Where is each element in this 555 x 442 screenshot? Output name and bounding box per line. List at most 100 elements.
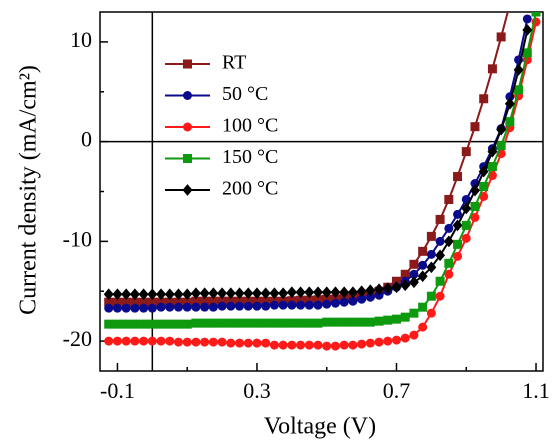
marker <box>130 303 140 313</box>
marker <box>304 318 314 328</box>
marker <box>479 182 489 192</box>
marker <box>453 172 463 182</box>
marker <box>200 296 210 306</box>
marker <box>426 261 437 274</box>
marker <box>409 259 419 269</box>
marker <box>139 297 149 307</box>
marker <box>182 288 193 301</box>
marker <box>139 303 149 313</box>
marker <box>365 292 375 302</box>
marker <box>348 340 358 350</box>
marker <box>147 319 157 329</box>
marker <box>130 319 140 329</box>
marker <box>470 201 480 211</box>
marker <box>252 301 262 311</box>
y-axis-label: Current density (mA/cm²) <box>16 65 42 315</box>
marker <box>235 338 245 348</box>
marker <box>487 64 497 74</box>
marker <box>104 303 114 313</box>
marker <box>496 123 507 136</box>
marker <box>417 270 428 283</box>
marker <box>243 296 253 306</box>
marker <box>112 288 123 301</box>
marker <box>226 338 236 348</box>
marker <box>225 287 236 300</box>
marker <box>452 219 463 232</box>
x-tick-label: 0.7 <box>383 378 411 403</box>
marker <box>165 319 175 329</box>
marker <box>339 297 349 307</box>
marker <box>304 295 314 305</box>
marker <box>260 287 271 300</box>
marker <box>322 294 332 304</box>
marker <box>383 315 393 325</box>
marker <box>348 296 358 306</box>
marker <box>435 249 446 262</box>
x-tick-label: 0.3 <box>243 378 271 403</box>
marker <box>252 318 262 328</box>
marker <box>156 319 166 329</box>
marker <box>190 287 201 300</box>
marker <box>200 337 210 347</box>
marker <box>112 297 122 307</box>
marker <box>208 337 218 347</box>
marker <box>304 300 314 310</box>
series-line <box>108 18 529 310</box>
marker <box>226 318 236 328</box>
marker <box>208 287 219 300</box>
marker <box>243 318 253 328</box>
marker <box>322 317 332 327</box>
marker <box>418 260 428 270</box>
marker <box>217 318 227 328</box>
legend-label: 100 °C <box>222 115 278 137</box>
marker <box>173 302 183 312</box>
marker <box>470 184 480 197</box>
marker <box>173 288 184 301</box>
legend-label: RT <box>222 52 246 74</box>
marker <box>121 303 131 313</box>
series-line <box>108 12 509 304</box>
marker <box>183 122 192 132</box>
marker <box>461 233 471 243</box>
marker <box>357 339 367 349</box>
marker <box>444 258 454 268</box>
marker <box>191 296 201 306</box>
marker <box>322 299 332 309</box>
marker <box>522 48 532 58</box>
marker <box>400 333 410 343</box>
marker <box>261 296 271 306</box>
marker <box>339 317 349 327</box>
marker <box>330 317 340 327</box>
marker <box>208 318 218 328</box>
marker <box>165 297 175 307</box>
marker <box>400 269 410 279</box>
marker <box>357 294 367 304</box>
marker <box>357 317 367 327</box>
marker <box>269 300 279 310</box>
marker <box>252 296 262 306</box>
marker <box>496 32 506 42</box>
marker <box>391 281 402 294</box>
marker <box>156 297 166 307</box>
marker <box>112 319 122 329</box>
marker <box>261 318 271 328</box>
marker <box>365 338 375 348</box>
legend-label: 50 °C <box>222 83 268 105</box>
marker <box>408 276 419 289</box>
marker <box>487 145 498 158</box>
marker <box>243 338 253 348</box>
marker <box>165 336 175 346</box>
y-tick-label: 0 <box>81 127 92 152</box>
marker <box>235 318 245 328</box>
marker <box>182 302 192 312</box>
marker <box>217 301 227 311</box>
marker <box>505 0 514 9</box>
marker <box>235 296 245 306</box>
marker <box>287 318 297 328</box>
marker <box>304 340 314 350</box>
marker <box>183 91 192 100</box>
marker <box>243 287 254 300</box>
marker <box>505 117 515 127</box>
marker <box>261 301 271 311</box>
